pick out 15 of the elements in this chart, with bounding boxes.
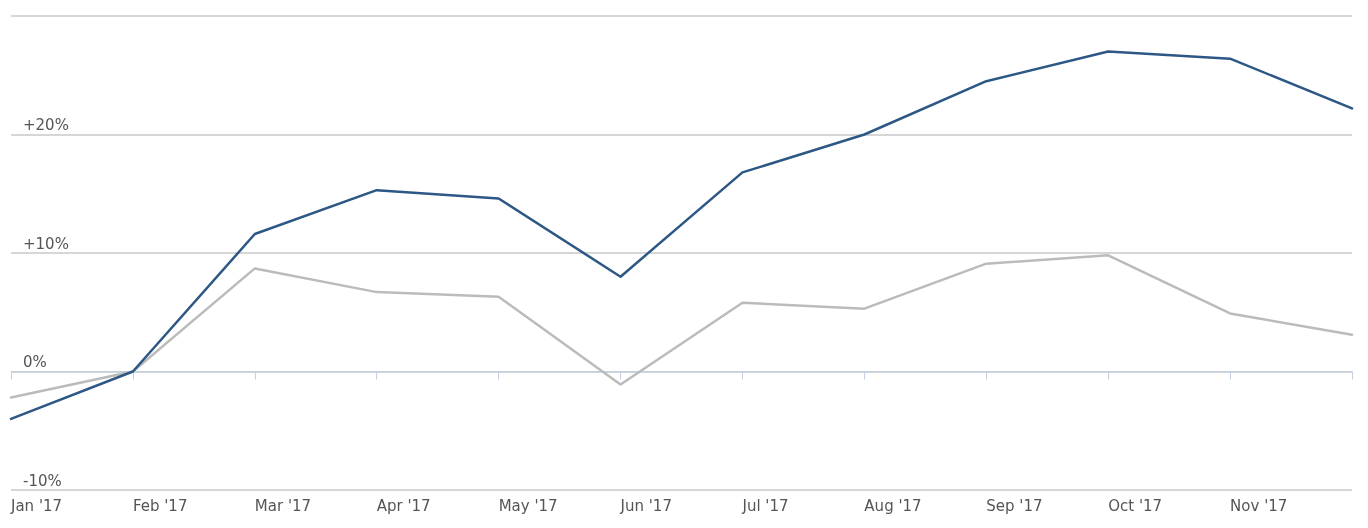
x-tick-label: May '17 (498, 496, 558, 515)
y-tick-label: 0% (23, 353, 47, 371)
x-tick-label: Nov '17 (1230, 496, 1288, 515)
x-tick-label: Jun '17 (619, 496, 672, 515)
y-tick-label: +10% (23, 234, 69, 253)
x-tick-label: Aug '17 (864, 496, 922, 515)
x-tick-label: Oct '17 (1108, 496, 1163, 515)
x-tick-label: Feb '17 (132, 496, 188, 515)
x-tick-label: Jan '17 (10, 496, 63, 515)
x-tick-label: Mar '17 (254, 496, 312, 515)
y-tick-label: +20% (23, 116, 69, 134)
x-tick-label: Jul '17 (741, 496, 789, 515)
y-tick-label: -10% (23, 471, 62, 490)
x-tick-label: Apr '17 (376, 496, 431, 515)
x-tick-label: Sep '17 (986, 496, 1043, 515)
